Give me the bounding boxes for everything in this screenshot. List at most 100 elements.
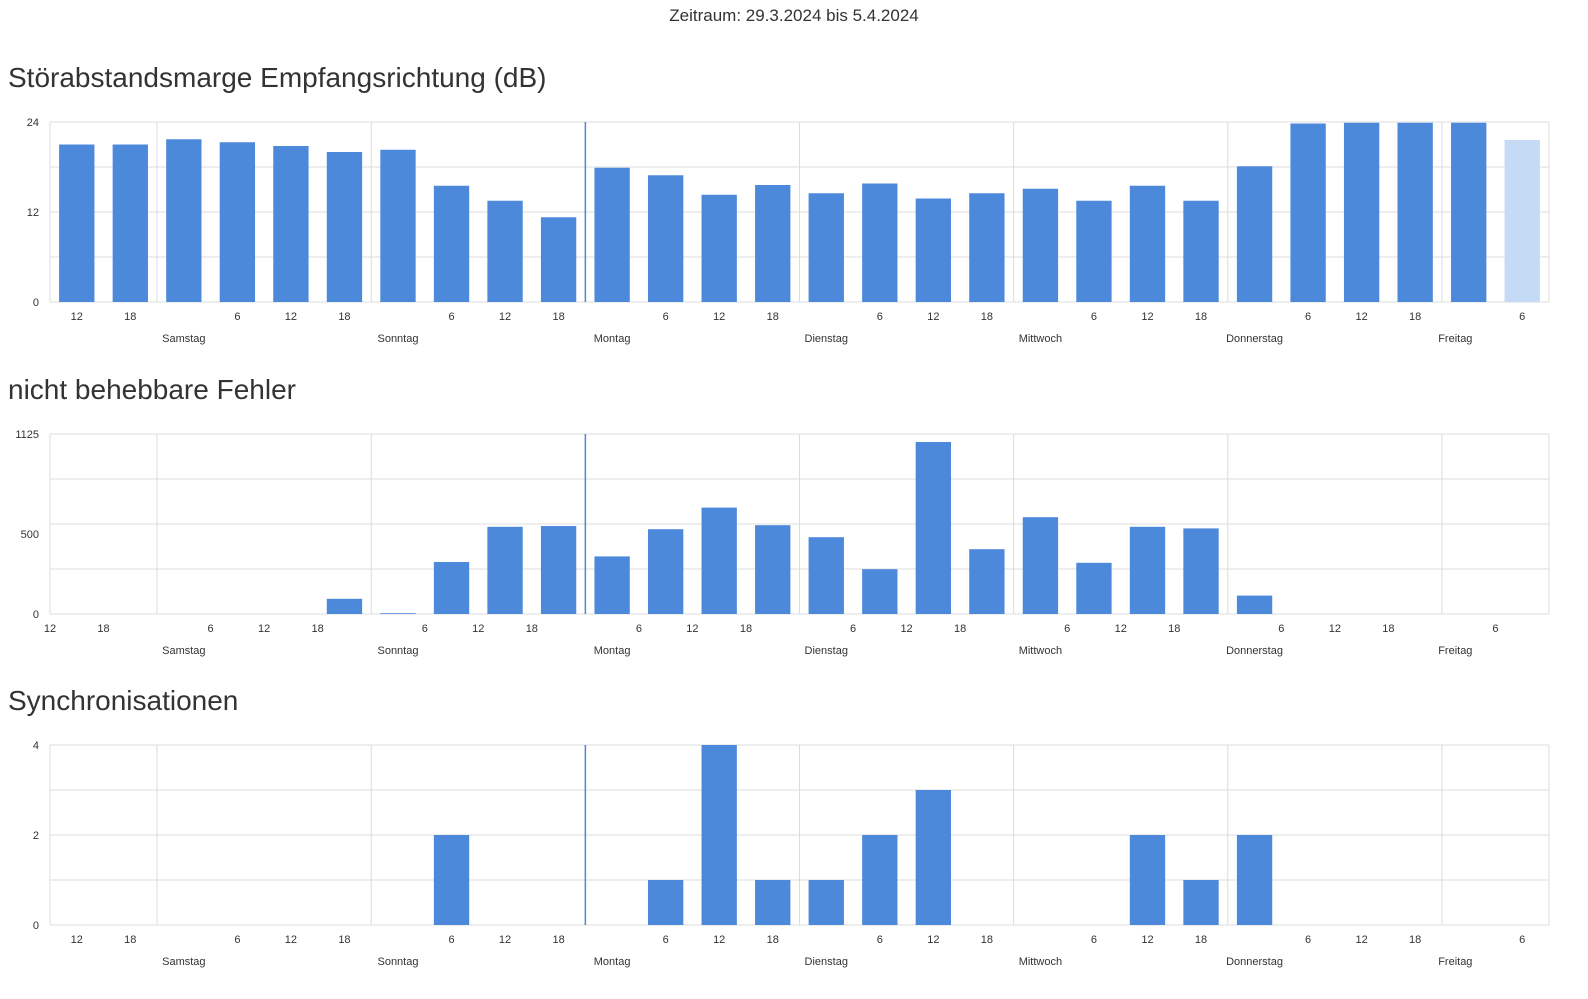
y-tick-label: 2	[33, 830, 39, 842]
day-label: Freitag	[1438, 956, 1472, 968]
day-label: Sonntag	[377, 956, 418, 968]
bar	[808, 537, 844, 614]
bar	[166, 139, 202, 302]
x-tick-label: 12	[71, 934, 83, 946]
day-label: Donnerstag	[1226, 956, 1283, 968]
y-tick-label: 500	[21, 529, 39, 541]
day-label: Sonntag	[377, 645, 418, 657]
x-tick-label: 12	[927, 934, 939, 946]
x-tick-label: 6	[1519, 934, 1525, 946]
chart-title-errors: nicht behebbare Fehler	[8, 374, 296, 405]
x-tick-label: 12	[285, 311, 297, 323]
bar	[1022, 188, 1059, 302]
bar	[647, 880, 684, 925]
x-tick-label: 6	[422, 623, 428, 635]
bar	[862, 569, 898, 614]
bar	[1236, 166, 1273, 302]
bar	[487, 526, 523, 614]
x-tick-label: 18	[552, 311, 564, 323]
day-label: Freitag	[1438, 333, 1472, 345]
x-tick-label: 18	[981, 311, 993, 323]
bar	[808, 880, 844, 925]
bar	[540, 526, 577, 614]
x-tick-label: 12	[1115, 623, 1127, 635]
y-tick-label: 24	[27, 117, 39, 129]
bar	[1129, 835, 1166, 925]
x-tick-label: 6	[1091, 311, 1097, 323]
x-tick-label: 6	[1492, 623, 1498, 635]
x-tick-label: 6	[1091, 934, 1097, 946]
bar	[112, 144, 148, 302]
day-label: Donnerstag	[1226, 333, 1283, 345]
day-label: Mittwoch	[1019, 956, 1062, 968]
x-tick-label: 6	[448, 311, 454, 323]
bar	[647, 529, 684, 614]
x-tick-label: 6	[1305, 311, 1311, 323]
x-tick-label: 18	[981, 934, 993, 946]
bar	[326, 598, 363, 614]
bar	[915, 790, 952, 925]
x-tick-label: 12	[1141, 934, 1153, 946]
x-tick-label: 18	[767, 934, 779, 946]
bar	[755, 880, 791, 925]
x-tick-label: 18	[124, 934, 136, 946]
x-tick-label: 12	[1141, 311, 1153, 323]
chart-title-sync: Synchronisationen	[8, 685, 239, 716]
x-tick-label: 6	[1305, 934, 1311, 946]
day-label: Dienstag	[805, 645, 848, 657]
x-tick-label: 18	[740, 623, 752, 635]
x-tick-label: 12	[1356, 311, 1368, 323]
bar	[1129, 185, 1166, 302]
y-tick-label: 0	[33, 609, 39, 621]
x-tick-label: 12	[285, 934, 297, 946]
x-tick-label: 12	[927, 311, 939, 323]
day-label: Sonntag	[377, 333, 418, 345]
x-tick-label: 6	[234, 311, 240, 323]
bar	[862, 835, 898, 925]
x-tick-label: 12	[686, 623, 698, 635]
bar	[701, 194, 737, 302]
y-tick-label: 0	[33, 920, 39, 932]
day-label: Mittwoch	[1019, 645, 1062, 657]
x-tick-label: 18	[97, 623, 109, 635]
bar	[433, 562, 470, 614]
day-label: Dienstag	[805, 956, 848, 968]
bar	[808, 193, 844, 302]
bar	[701, 507, 737, 614]
day-label: Mittwoch	[1019, 333, 1062, 345]
sync-chart: 0 2 4 12 18 6 12 18 6 12 18 6 12 18 6 12 18 6 12 18 6 12 18 6 Sa…	[33, 740, 1550, 968]
x-tick-label: 6	[663, 311, 669, 323]
bar	[1129, 526, 1166, 614]
bar	[1343, 122, 1380, 302]
x-tick-label: 12	[900, 623, 912, 635]
bar	[433, 835, 470, 925]
x-tick-label: 12	[499, 934, 511, 946]
bar	[433, 185, 470, 302]
day-label: Samstag	[162, 645, 205, 657]
snr-chart: 0 12 24 12 18 6 12 18 6 12 18 6 12 18 6 12 18 6 12 18 6 12 18 6…	[27, 117, 1550, 345]
bar	[1183, 528, 1219, 614]
x-tick-label: 12	[1329, 623, 1341, 635]
bar	[862, 183, 898, 302]
y-tick-label: 0	[33, 297, 39, 309]
bar	[1236, 595, 1273, 614]
x-tick-label: 18	[312, 623, 324, 635]
x-tick-label: 12	[71, 311, 83, 323]
y-tick-label: 1125	[15, 429, 39, 441]
x-tick-label: 18	[1409, 934, 1421, 946]
day-label: Samstag	[162, 333, 205, 345]
day-label: Samstag	[162, 956, 205, 968]
bar	[701, 745, 737, 925]
y-tick-label: 4	[33, 740, 39, 752]
x-tick-label: 6	[1519, 311, 1525, 323]
bar	[1022, 517, 1059, 614]
x-tick-label: 6	[1278, 623, 1284, 635]
bar	[1076, 200, 1112, 302]
x-tick-label: 6	[850, 623, 856, 635]
bar	[487, 200, 523, 302]
x-tick-label: 12	[713, 934, 725, 946]
bar	[594, 167, 630, 302]
bar	[273, 146, 309, 302]
x-tick-label: 6	[448, 934, 454, 946]
bar	[1290, 123, 1326, 302]
